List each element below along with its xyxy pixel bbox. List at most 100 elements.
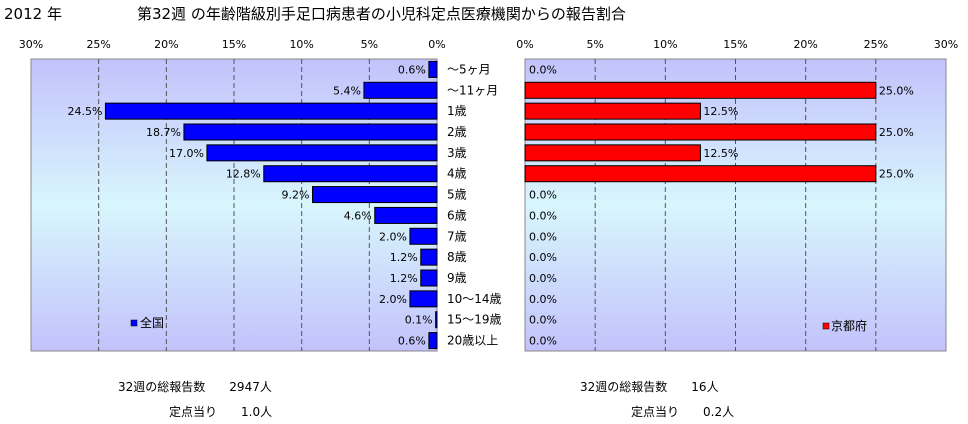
kyoto-data-label: 25.0% [879,168,914,181]
national-bar [409,290,438,308]
kyoto-tick-label: 30% [934,38,958,51]
kyoto-data-label: 0.0% [529,314,557,327]
category-labels: ～5ヶ月 ～11ヶ月 1歳 2歳 3歳 4歳 5歳 6歳 7歳 8歳 9歳 10～14歳 15～19歳 2… [447,62,502,347]
kyoto-data-label: 0.0% [529,251,557,264]
kyoto-total: 32週の総報告数 16人 [580,378,719,395]
category-label: 15～19歳 [447,313,502,327]
kyoto-legend: 京都府 [822,318,867,333]
kyoto-panel: 0% 5% 10% 15% 20% 25% 30% 0.0% 25.0% 12.5% 25.0% 12… [516,38,958,352]
legend-label: 全国 [140,315,164,330]
category-label: 3歳 [447,146,467,160]
kyoto-bar [524,102,701,120]
kyoto-data-label: 12.5% [703,147,738,160]
national-data-label: 0.6% [398,63,426,76]
national-data-label: 17.0% [169,147,204,160]
national-tick-label: 15% [222,38,246,51]
kyoto-per-label: 定点当り [631,405,680,419]
national-data-label: 2.0% [379,293,407,306]
legend-label: 京都府 [831,318,867,333]
national-data-label: 2.0% [379,230,407,243]
kyoto-data-label: 0.0% [529,230,557,243]
kyoto-data-label: 25.0% [879,84,914,97]
national-bar [363,81,438,99]
national-legend: 全国 [130,315,164,330]
kyoto-data-label: 0.0% [529,63,557,76]
kyoto-tick-label: 20% [793,38,817,51]
national-bar [428,332,438,350]
national-tick-label: 25% [86,38,110,51]
national-total-value: 2947人 [229,380,272,394]
kyoto-data-label: 0.0% [529,335,557,348]
category-label: 20歳以上 [447,334,498,348]
chart-title: 第32週 の年齢階級別手足口病患者の小児科定点医療機関からの報告割合 [136,5,626,23]
national-total: 32週の総報告数 2947人 [118,378,272,395]
national-data-label: 0.1% [405,314,433,327]
kyoto-data-label: 25.0% [879,126,914,139]
kyoto-data-label: 12.5% [703,105,738,118]
national-data-label: 1.2% [390,251,418,264]
national-data-label: 1.2% [390,272,418,285]
category-label: 7歳 [447,229,467,243]
national-bar [428,60,438,78]
national-data-label: 12.8% [226,168,261,181]
national-tick-label: 5% [361,38,378,51]
category-label: 2歳 [447,125,467,139]
national-tick-label: 0% [428,38,445,51]
legend-swatch [822,322,830,330]
national-per-label: 定点当り [169,405,218,419]
kyoto-data-label: 0.0% [529,209,557,222]
national-tick-label: 30% [19,38,43,51]
category-label: 1歳 [447,104,467,118]
kyoto-total-value: 16人 [691,380,719,394]
kyoto-tick-label: 5% [586,38,603,51]
kyoto-tick-label: 10% [653,38,677,51]
kyoto-bar [524,144,701,162]
legend-swatch [130,319,138,327]
kyoto-data-label: 0.0% [529,293,557,306]
category-label: 6歳 [447,208,467,222]
national-tick-label: 20% [154,38,178,51]
kyoto-tick-label: 15% [723,38,747,51]
national-bar [311,186,438,204]
kyoto-tick-label: 0% [516,38,533,51]
category-label: ～11ヶ月 [447,83,498,97]
national-data-label: 4.6% [344,209,372,222]
kyoto-data-label: 0.0% [529,272,557,285]
national-bar [420,269,438,287]
category-label: ～5ヶ月 [447,62,491,76]
national-data-label: 9.2% [282,189,310,202]
kyoto-bar [524,81,877,99]
national-tick-label: 10% [289,38,313,51]
kyoto-total-label: 32週の総報告数 [580,380,668,394]
national-bar [374,206,438,224]
national-total-label: 32週の総報告数 [118,380,206,394]
kyoto-bar [524,165,877,183]
national-bar [206,144,438,162]
category-label: 10～14歳 [447,292,502,306]
national-data-label: 0.6% [398,335,426,348]
national-bar [409,227,438,245]
kyoto-bar [524,123,877,141]
national-per-value: 1.0人 [241,405,273,419]
national-data-label: 18.7% [146,126,181,139]
category-label: 8歳 [447,250,467,264]
national-bar [183,123,438,141]
kyoto-per-value: 0.2人 [703,405,735,419]
national-data-label: 24.5% [67,105,102,118]
national-bar [420,248,438,266]
page-title: 2012 年 第32週 の年齢階級別手足口病患者の小児科定点医療機関からの報告割… [4,3,626,24]
category-label: 9歳 [447,271,467,285]
national-bar [263,165,438,183]
national-data-label: 5.4% [333,84,361,97]
kyoto-data-label: 0.0% [529,189,557,202]
national-bar [435,311,438,329]
kyoto-per-site: 定点当り 0.2人 [631,403,734,420]
national-per-site: 定点当り 1.0人 [169,403,272,420]
year-label: 2012 年 [4,5,62,23]
category-label: 4歳 [447,167,467,181]
national-bar [104,102,438,120]
kyoto-tick-label: 25% [864,38,888,51]
category-label: 5歳 [447,188,467,202]
national-panel: 30% 25% 20% 15% 10% 5% 0%0.6%5.4%24.5%18.7%17.… [19,38,446,352]
